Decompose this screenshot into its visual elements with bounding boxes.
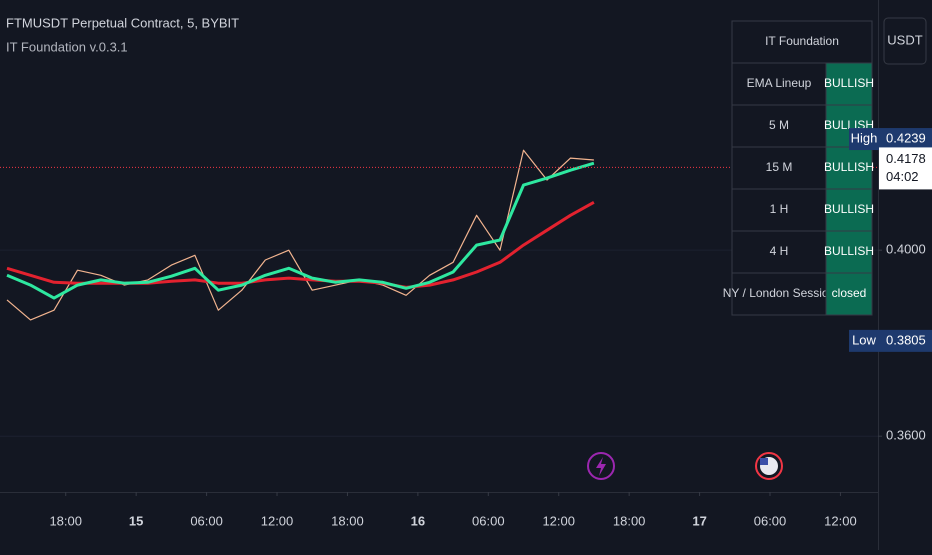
current-price-box	[879, 147, 932, 190]
table-status: BULLISH	[824, 202, 874, 216]
event-icon[interactable]	[587, 452, 615, 480]
x-tick-label: 15	[129, 513, 143, 528]
table-row-label: EMA Lineup	[747, 76, 812, 90]
table-status: BULLISH	[824, 76, 874, 90]
table-row-label: 15 M	[766, 160, 793, 174]
current-price: 0.4178	[886, 151, 926, 166]
x-tick-label: 16	[411, 513, 425, 528]
currency-label[interactable]: USDT	[887, 32, 922, 47]
x-tick-label: 06:00	[472, 513, 505, 528]
event-icons	[587, 452, 783, 480]
price-label-value: 0.3805	[886, 332, 926, 347]
table-row-label: NY / London Session	[723, 286, 836, 300]
table-cell	[731, 146, 827, 190]
table-status-cell	[825, 188, 873, 232]
x-tick-label: 12:00	[824, 513, 857, 528]
price-label-value: 0.4239	[886, 130, 926, 145]
price-label-name-box	[849, 329, 879, 352]
table-row-label: 1 H	[770, 202, 789, 216]
table-title: IT Foundation	[765, 34, 839, 48]
table-cell	[731, 62, 827, 106]
y-tick-label: 0.4000	[886, 242, 926, 257]
price-label-box	[879, 329, 932, 352]
x-tick-label: 06:00	[754, 513, 787, 528]
table-cell	[731, 188, 827, 232]
table-row-label: 5 M	[769, 118, 789, 132]
series-line	[6, 149, 594, 321]
y-tick-label: 0.3600	[886, 428, 926, 443]
table-status-cell	[825, 272, 873, 316]
table-status-cell	[825, 146, 873, 190]
table-status-cell	[825, 230, 873, 274]
table-status: BULLISH	[824, 244, 874, 258]
x-tick-label: 17	[692, 513, 706, 528]
table-row-label: 4 H	[770, 244, 789, 258]
table-status-cell	[825, 62, 873, 106]
table-header-cell	[731, 20, 873, 64]
currency-button[interactable]	[883, 17, 927, 65]
table-cell	[731, 104, 827, 148]
indicator-name: IT Foundation v.0.3.1	[6, 39, 128, 54]
table-cell	[731, 230, 827, 274]
bar-countdown: 04:02	[886, 169, 919, 184]
price-label-name: High	[851, 130, 878, 145]
event-icon-flag-part	[760, 458, 768, 465]
indicator-table: IT Foundation EMA Lineup BULLISH 5 M BULLISH…	[723, 20, 874, 316]
x-tick-label: 18:00	[613, 513, 646, 528]
chart-title: FTMUSDT Perpetual Contract, 5, BYBIT	[6, 15, 239, 30]
event-icon-bolt	[596, 457, 606, 476]
x-tick-label: 06:00	[190, 513, 223, 528]
table-cell	[731, 272, 827, 316]
event-icon[interactable]	[755, 452, 783, 480]
series-line	[6, 200, 595, 289]
price-label-name-box	[849, 128, 879, 151]
series-line	[6, 161, 595, 300]
table-status: closed	[832, 286, 867, 300]
x-tick-label: 12:00	[261, 513, 294, 528]
price-label-box	[879, 128, 932, 151]
price-label-name: Low	[852, 332, 876, 347]
x-tick-label: 18:00	[49, 513, 82, 528]
x-tick-label: 12:00	[542, 513, 575, 528]
x-tick-label: 18:00	[331, 513, 364, 528]
table-status: BULLISH	[824, 160, 874, 174]
